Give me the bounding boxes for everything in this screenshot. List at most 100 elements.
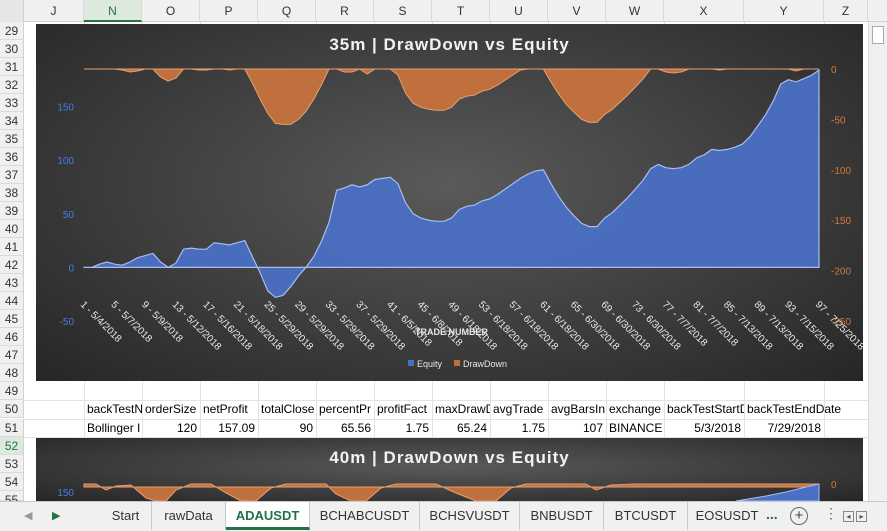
scroll-tabs-left-icon[interactable]: ◀	[24, 510, 33, 522]
y-left-tick-label: 0	[68, 263, 74, 274]
row-header[interactable]: 38	[0, 184, 24, 202]
chart-title: 40m | DrawDown vs Equity	[329, 448, 570, 467]
row-header[interactable]: 48	[0, 364, 24, 382]
table-value-cell[interactable]: 120	[176, 421, 197, 435]
more-tabs-icon[interactable]: ...	[766, 506, 778, 522]
table-header-cell[interactable]: backTestEndDate	[747, 402, 842, 416]
column-header-selected[interactable]: N	[84, 0, 142, 22]
row-header-selected[interactable]: 52	[0, 437, 24, 455]
row-header[interactable]: 37	[0, 166, 24, 184]
select-all-corner[interactable]	[0, 0, 24, 22]
scroll-right-button[interactable]: ▸	[856, 511, 867, 522]
row-header[interactable]: 51	[0, 419, 24, 437]
table-header-cell[interactable]: backTestStartD	[667, 402, 744, 416]
column-header[interactable]: T	[432, 0, 490, 22]
legend-label-equity: Equity	[417, 359, 443, 369]
column-header[interactable]: S	[374, 0, 432, 22]
row-header[interactable]: 55	[0, 491, 24, 507]
column-header[interactable]: X	[664, 0, 744, 22]
table-value-cell[interactable]: 7/29/2018	[767, 421, 821, 435]
column-header[interactable]: R	[316, 0, 374, 22]
table-header-cell[interactable]: backTestN	[87, 402, 142, 416]
table-header-cell[interactable]: maxDrawD	[435, 402, 490, 416]
sheet-tab[interactable]: Start	[100, 502, 152, 530]
row-header[interactable]: 53	[0, 455, 24, 473]
sheet-tab[interactable]: EOSUSDT	[695, 508, 759, 523]
row-header[interactable]: 50	[0, 400, 24, 418]
table-value-cell[interactable]: 1.75	[521, 421, 545, 435]
scrollbar-thumb[interactable]	[872, 26, 884, 44]
column-header[interactable]: P	[200, 0, 258, 22]
table-value-cell[interactable]: 5/3/2018	[694, 421, 741, 435]
sheet-tab[interactable]: BCHSVUSDT	[420, 502, 520, 530]
table-header-cell[interactable]: exchange	[609, 402, 662, 416]
table-header-cell[interactable]: percentPr	[319, 402, 372, 416]
row-header[interactable]: 36	[0, 148, 24, 166]
scroll-tabs-right-icon[interactable]: ▶	[52, 510, 61, 522]
sheet-tab[interactable]: BCHABCUSDT	[310, 502, 420, 530]
row-header[interactable]: 43	[0, 274, 24, 292]
row-header[interactable]: 31	[0, 58, 24, 76]
column-header[interactable]: V	[548, 0, 606, 22]
table-header-cell[interactable]: avgTrade	[493, 402, 544, 416]
table-value-cell[interactable]: Bollinger I	[87, 421, 141, 435]
table-header-cell[interactable]: profitFact	[377, 402, 428, 416]
drawdown-area	[83, 483, 820, 501]
row-header[interactable]: 54	[0, 473, 24, 491]
legend-label-drawdown: DrawDown	[463, 359, 507, 369]
add-sheet-icon[interactable]: +	[790, 507, 808, 525]
row-header[interactable]: 49	[0, 382, 24, 400]
row-header[interactable]: 33	[0, 94, 24, 112]
y-right-tick-label: 0	[831, 65, 837, 76]
row-header[interactable]: 46	[0, 328, 24, 346]
row-header[interactable]: 30	[0, 40, 24, 58]
column-header[interactable]: U	[490, 0, 548, 22]
column-header[interactable]: Y	[744, 0, 824, 22]
row-header[interactable]: 39	[0, 202, 24, 220]
table-value-cell[interactable]: BINANCE	[609, 421, 663, 435]
table-value-cell[interactable]: 90	[299, 421, 313, 435]
table-header-cell[interactable]: avgBarsIn	[551, 402, 606, 416]
table-value-cell[interactable]: 1.75	[405, 421, 429, 435]
sheet-tab[interactable]: BTCUSDT	[604, 502, 688, 530]
table-header-cell[interactable]: orderSize	[145, 402, 197, 416]
tab-split-handle-icon[interactable]: ⋮	[824, 505, 838, 521]
sheet-tab[interactable]: rawData	[152, 502, 226, 530]
column-header[interactable]: Z	[824, 0, 868, 22]
y-left-tick-label: 100	[57, 156, 74, 167]
column-header-bar: J N O P Q R S T U V W X Y Z	[0, 0, 887, 22]
column-header[interactable]: Q	[258, 0, 316, 22]
sheet-tab-active[interactable]: ADAUSDT	[226, 502, 310, 530]
vertical-scrollbar[interactable]	[868, 22, 887, 501]
row-header[interactable]: 42	[0, 256, 24, 274]
sheet-tab[interactable]: BNBUSDT	[520, 502, 604, 530]
table-value-cell[interactable]: 157.09	[218, 421, 255, 435]
row-header[interactable]: 45	[0, 310, 24, 328]
column-header[interactable]: W	[606, 0, 664, 22]
table-value-cell[interactable]: 65.24	[456, 421, 487, 435]
y-right-tick-label: -50	[831, 115, 846, 126]
column-header[interactable]: J	[24, 0, 84, 22]
drawdown-equity-chart-2[interactable]: 40m | DrawDown vs Equity 150 0	[36, 438, 863, 501]
table-header-cell[interactable]: totalClose	[261, 402, 315, 416]
table-value-cell[interactable]: 107	[582, 421, 603, 435]
drawdown-equity-chart[interactable]: 35m | DrawDown vs Equity -50 0 50 100 150 0 -5…	[36, 24, 863, 381]
chart-plot: 150 0	[57, 480, 837, 501]
scroll-left-button[interactable]: ◂	[843, 511, 854, 522]
column-header[interactable]: O	[142, 0, 200, 22]
row-header[interactable]: 41	[0, 238, 24, 256]
table-header-cell[interactable]: netProfit	[203, 402, 248, 416]
row-header[interactable]: 32	[0, 76, 24, 94]
table-value-cell[interactable]: 65.56	[340, 421, 371, 435]
row-header[interactable]: 29	[0, 22, 24, 40]
row-header[interactable]: 40	[0, 220, 24, 238]
y-left-tick-label: 150	[57, 488, 74, 499]
x-axis-title: TRADE NUMBER	[415, 327, 488, 337]
grid-line	[24, 419, 868, 420]
y-right-tick-label: -100	[831, 166, 851, 177]
row-header[interactable]: 35	[0, 130, 24, 148]
row-header[interactable]: 47	[0, 346, 24, 364]
row-header[interactable]: 44	[0, 292, 24, 310]
row-header[interactable]: 34	[0, 112, 24, 130]
